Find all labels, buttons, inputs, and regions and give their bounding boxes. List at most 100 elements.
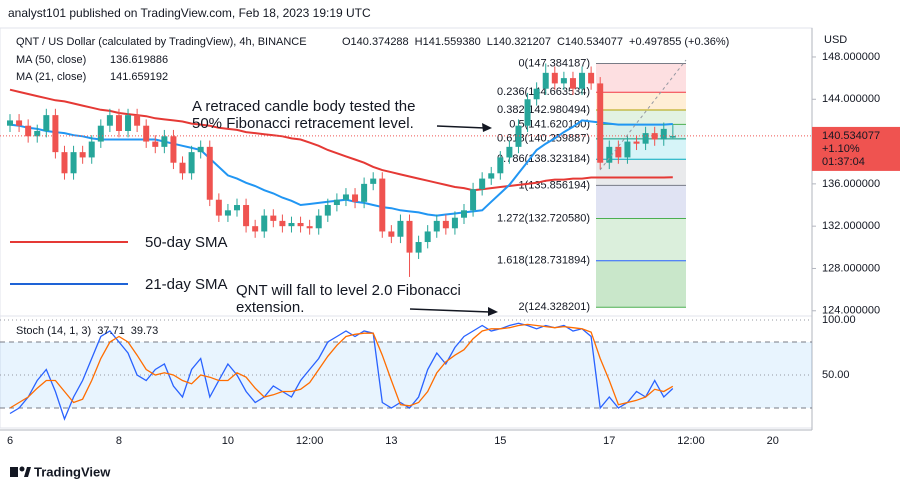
candle-body [624,141,631,158]
y-tick-label: 136.000000 [822,178,880,190]
candle-body [161,136,168,147]
candle-body [597,83,604,163]
ma-line [9,119,673,217]
fib-band [596,185,686,219]
candle-body [533,88,540,100]
candle-body [606,146,613,163]
candle-body [542,72,549,89]
candle-body [388,231,395,237]
stoch-title: Stoch (14, 1, 3) [16,325,91,337]
chart-title: QNT / US Dollar (calculated by TradingVi… [16,36,307,48]
candle-body [433,220,440,232]
candle-body [252,226,259,232]
candle-body [660,128,667,140]
candle-body [524,99,531,126]
ohlc-value: H141.559380 [415,36,481,48]
candle-body [34,130,41,137]
candle-body [143,125,150,142]
footer-logo: TradingView [10,464,111,479]
stoch-line [9,323,674,409]
x-tick-label: 15 [494,435,506,447]
fib-label: 0.618(140.259887) [497,133,590,145]
candle-body [642,133,649,144]
candle-body [397,220,404,237]
fib-band [596,159,686,186]
candle-body [615,146,622,158]
fib-label: 0.236(144.663534) [497,86,590,98]
candle-body [270,215,277,221]
logo-mark [24,467,31,477]
candle-body [16,120,23,126]
ma-legend-name: MA (50, close) [16,54,86,66]
candle-body [197,146,204,153]
candle-body [279,220,286,227]
fib-label: 1(135.856194) [518,179,590,191]
y-tick-label: 128.000000 [822,262,880,274]
annotation-arrow [409,308,491,313]
candle-body [7,120,13,126]
y-tick-label: 148.000000 [822,51,880,63]
candle-body [306,226,313,229]
candle-body [497,157,504,174]
fib-label: 1.618(128.731894) [497,255,590,267]
ma-legend-value: 136.619886 [110,54,168,66]
candle-body [451,217,458,229]
y-tick-label: 100.00 [822,314,856,326]
ma-line [9,88,673,192]
candle-body [97,125,104,142]
annotation: A retraced candle body tested the [192,98,415,115]
arrow-head [482,123,492,132]
candle-body [43,115,50,131]
logo-mark [10,467,18,477]
candle-body [470,189,477,211]
x-tick-label: 12:00 [677,435,705,447]
fib-label: 1.272(132.720580) [497,212,590,224]
x-tick-label: 6 [7,435,13,447]
candle-body [288,222,295,227]
price-tag [812,126,900,171]
candle-body [551,72,558,84]
ohlc-value: +0.497855 (+0.36%) [629,36,729,48]
stoch-legend-value: 37.71 [97,325,125,337]
candle-body [243,205,250,227]
stoch-line [9,322,674,421]
candle-body [370,178,377,184]
stoch-legend-value: 39.73 [131,325,159,337]
sma-label: 50-day SMA [145,234,228,251]
fib-label: 0(147.384187) [518,57,590,69]
candle-body [479,178,486,190]
candle-body [361,183,368,202]
price-tag-countdown: 01:37:04 [822,156,865,168]
candle-body [215,199,222,216]
candle-body [206,146,213,200]
candle-body [125,115,132,131]
trend-line [599,59,687,171]
ohlc-value: C140.534077 [557,36,623,48]
candle-body [79,152,86,158]
x-tick-label: 20 [767,435,779,447]
arrow-head [488,307,498,316]
x-tick-label: 13 [385,435,397,447]
candle-body [106,115,113,126]
candle-body [669,135,676,138]
candle-body [324,205,331,216]
y-tick-label: 132.000000 [822,220,880,232]
y-tick-label: 50.00 [822,369,850,381]
candle-body [415,242,422,253]
candle-body [152,141,159,147]
candle-body [488,173,495,179]
candle-body [588,72,595,84]
candle-body [261,215,268,232]
candle-body [352,194,359,202]
fib-band [596,92,686,111]
y-axis-label: USD [824,34,847,46]
x-tick-label: 12:00 [296,435,324,447]
annotation: QNT will fall to level 2.0 Fibonacci [236,282,461,299]
price-tag-label: 140.534077 [822,130,880,142]
fib-label: 0.786(138.323184) [497,153,590,165]
candle-body [506,146,513,158]
logo-mark [19,466,25,472]
candle-body [61,152,68,174]
candle-body [333,199,340,206]
